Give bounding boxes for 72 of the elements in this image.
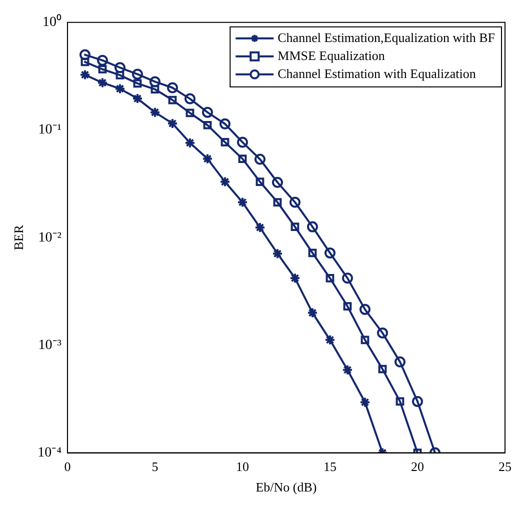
point: [306, 307, 318, 318]
point: [254, 222, 266, 234]
point: [202, 153, 213, 164]
point: [256, 178, 264, 186]
point: [326, 274, 334, 282]
point: [166, 118, 178, 129]
legend-label: Channel Estimation with Equalization: [278, 66, 476, 81]
point: [219, 118, 230, 130]
point: [343, 302, 352, 310]
y-tick-label: 10⁰: [42, 14, 62, 30]
x-tick-label: 0: [64, 459, 71, 474]
point: [394, 356, 406, 368]
x-tick-label: 25: [498, 459, 512, 474]
point: [132, 93, 143, 104]
legend-label: MMSE Equalization: [278, 48, 386, 63]
point: [290, 222, 300, 231]
point: [219, 176, 230, 188]
point: [133, 79, 142, 88]
point: [289, 196, 300, 208]
point: [324, 334, 336, 346]
point: [116, 71, 124, 80]
point: [238, 154, 247, 163]
point: [359, 304, 370, 315]
point: [359, 396, 370, 408]
point: [254, 154, 266, 165]
point: [324, 247, 336, 258]
point: [114, 62, 126, 74]
y-axis-title: BER: [11, 224, 26, 250]
y-tick-label: 10⁻¹: [38, 122, 62, 138]
point: [186, 108, 194, 118]
x-tick-label: 15: [323, 459, 336, 474]
point: [273, 198, 282, 206]
point: [396, 397, 404, 406]
point: [98, 65, 107, 74]
point: [96, 77, 108, 88]
point: [184, 137, 196, 148]
point: [168, 96, 177, 104]
y-tick-label: 10⁻³: [38, 338, 62, 353]
point: [378, 364, 387, 374]
point: [203, 120, 212, 130]
point: [132, 68, 143, 80]
point: [342, 364, 353, 376]
point: [80, 58, 90, 66]
point: [184, 93, 196, 104]
x-axis-title: Eb/No (dB): [256, 480, 317, 495]
point: [360, 336, 370, 344]
point: [306, 221, 318, 232]
point: [149, 76, 160, 88]
point: [376, 327, 388, 338]
point: [114, 83, 126, 94]
x-tick-label: 10: [236, 459, 249, 474]
x-tick-label: 20: [410, 459, 424, 474]
point: [202, 106, 213, 118]
point: [236, 196, 248, 208]
point: [342, 272, 353, 284]
point: [412, 396, 423, 407]
y-tick-label: 10⁻²: [38, 230, 62, 246]
point: [272, 176, 283, 188]
point: [79, 49, 90, 60]
point: [289, 272, 300, 284]
point: [236, 136, 248, 148]
point: [308, 248, 317, 258]
point: [150, 85, 160, 94]
x-tick-label: 5: [152, 459, 158, 474]
point: [96, 54, 108, 66]
legend-label: Channel Estimation,Equalization with BF: [278, 30, 496, 45]
y-tick-label: 10⁻⁴: [38, 445, 62, 460]
point: [220, 138, 230, 146]
point: [272, 248, 283, 260]
point: [149, 106, 160, 118]
point: [79, 69, 90, 80]
point: [166, 82, 178, 94]
